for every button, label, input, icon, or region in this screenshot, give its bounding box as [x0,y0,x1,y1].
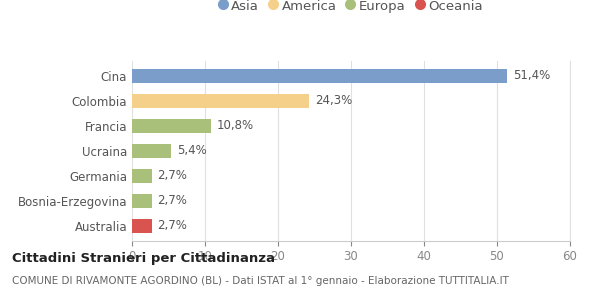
Text: 2,7%: 2,7% [158,219,187,232]
Bar [132,94,310,108]
Bar [132,144,172,158]
Text: 2,7%: 2,7% [158,194,187,207]
Bar [132,119,211,133]
Bar [132,219,152,233]
Text: COMUNE DI RIVAMONTE AGORDINO (BL) - Dati ISTAT al 1° gennaio - Elaborazione TUTT: COMUNE DI RIVAMONTE AGORDINO (BL) - Dati… [12,276,509,285]
Text: 2,7%: 2,7% [158,169,187,182]
Bar [132,69,507,83]
Bar [132,194,152,208]
Text: 51,4%: 51,4% [513,69,550,82]
Text: 5,4%: 5,4% [177,144,207,157]
Legend: Asia, America, Europa, Oceania: Asia, America, Europa, Oceania [219,0,483,12]
Text: Cittadini Stranieri per Cittadinanza: Cittadini Stranieri per Cittadinanza [12,252,275,265]
Bar [132,169,152,183]
Text: 24,3%: 24,3% [315,94,352,107]
Text: 10,8%: 10,8% [217,119,254,132]
